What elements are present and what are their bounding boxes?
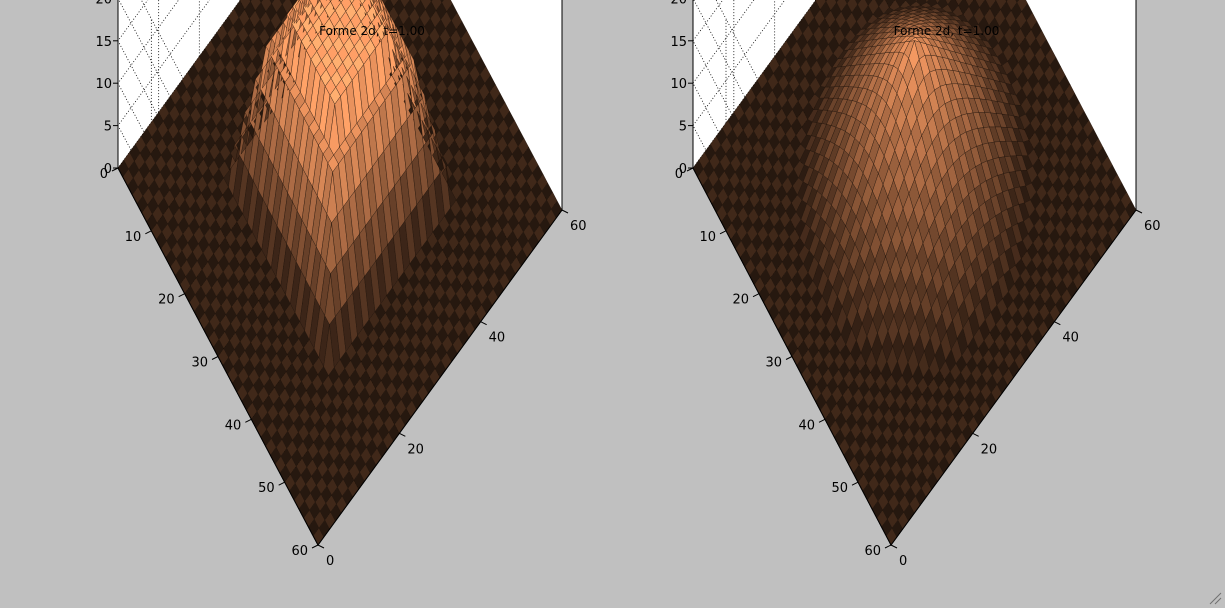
y-tick-label: 0: [100, 167, 108, 182]
y-tick-label: 60: [291, 544, 308, 559]
x-tick-mark: [480, 321, 487, 326]
y-axis-line: [692, 167, 892, 546]
x-tick-mark: [561, 209, 569, 214]
plot-2: Forme 2d, t=1.00051015202501020304050600…: [670, 0, 1161, 569]
x-tick-label: 60: [570, 219, 587, 234]
x-tick-label: 40: [1062, 331, 1079, 346]
z-tick-label: 15: [670, 35, 687, 50]
y-tick-mark: [211, 356, 219, 360]
y-tick-mark: [851, 481, 859, 486]
plot-1: Forme 2d, t=1.00051015202501020304050600…: [95, 0, 587, 569]
y-tick-label: 10: [125, 230, 142, 245]
y-tick-mark: [111, 167, 119, 172]
z-tick-label: 5: [104, 120, 112, 135]
plot-title: Forme 2d, t=1.00: [319, 24, 425, 38]
y-tick-label: 40: [798, 418, 815, 433]
resize-grip-icon[interactable]: [1209, 592, 1222, 605]
x-axis-line: [317, 209, 563, 546]
y-tick-mark: [752, 293, 760, 298]
z-tick-label: 5: [679, 120, 687, 135]
y-tick-mark: [818, 418, 826, 423]
y-tick-label: 10: [699, 230, 716, 245]
x-tick-label: 0: [899, 554, 907, 569]
y-tick-mark: [785, 356, 793, 360]
x-tick-mark: [399, 432, 406, 437]
z-tick-label: 20: [670, 0, 687, 7]
y-tick-label: 30: [765, 356, 782, 371]
y-tick-label: 50: [258, 481, 275, 496]
y-tick-mark: [145, 230, 152, 235]
x-tick-label: 20: [981, 442, 998, 457]
x-tick-mark: [317, 544, 325, 549]
y-tick-label: 0: [675, 167, 683, 182]
z-tick-label: 20: [95, 0, 112, 7]
z-tick-label: 10: [670, 77, 687, 92]
z-tick-label: 0: [104, 162, 112, 177]
x-tick-mark: [1054, 321, 1061, 326]
x-tick-label: 40: [489, 331, 506, 346]
y-tick-mark: [884, 544, 892, 549]
y-tick-mark: [311, 544, 319, 549]
surface-mesh: [117, 0, 563, 546]
z-tick-label: 10: [95, 77, 112, 92]
x-tick-label: 60: [1144, 219, 1161, 234]
y-tick-label: 30: [191, 356, 208, 371]
z-tick-label: 15: [95, 35, 112, 50]
x-tick-mark: [1135, 209, 1143, 214]
y-tick-mark: [178, 293, 185, 298]
y-tick-mark: [278, 481, 285, 486]
x-tick-label: 0: [326, 554, 334, 569]
y-tick-label: 40: [225, 418, 242, 433]
z-tick-label: 0: [679, 162, 687, 177]
y-tick-mark: [719, 230, 727, 235]
x-tick-mark: [890, 544, 898, 549]
y-axis-line: [117, 167, 319, 546]
x-tick-label: 20: [407, 442, 424, 457]
plot-title: Forme 2d, t=1.00: [894, 24, 1000, 38]
x-tick-mark: [972, 432, 979, 437]
y-tick-mark: [686, 167, 694, 172]
y-tick-mark: [245, 418, 252, 423]
x-axis-line: [890, 209, 1137, 546]
y-tick-label: 50: [831, 481, 848, 496]
y-tick-label: 60: [864, 544, 881, 559]
y-tick-label: 20: [732, 293, 749, 308]
y-tick-label: 20: [158, 293, 175, 308]
